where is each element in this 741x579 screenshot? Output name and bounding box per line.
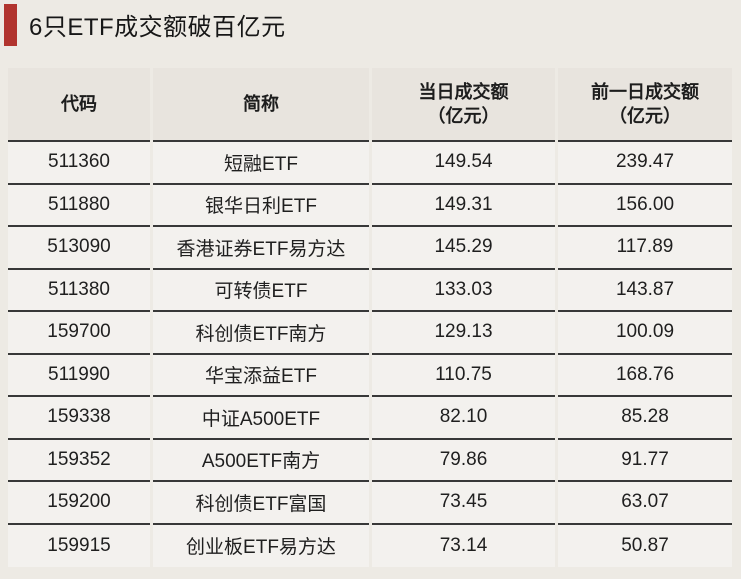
cell-prev: 85.28 <box>558 397 732 440</box>
etf-turnover-table: 代码 简称 当日成交额 （亿元） 前一日成交额 （亿元） 511360 短融ET… <box>8 68 732 567</box>
col-header-today-line2: （亿元） <box>427 106 500 126</box>
page-title: 6只ETF成交额破百亿元 <box>29 14 286 41</box>
cell-code: 159338 <box>8 397 150 440</box>
cell-name: 科创债ETF南方 <box>153 312 369 355</box>
cell-code: 511880 <box>8 184 150 227</box>
cell-name: 香港证券ETF易方达 <box>153 227 369 270</box>
cell-today: 129.13 <box>372 312 555 355</box>
cell-today: 110.75 <box>372 354 555 397</box>
cell-code: 159352 <box>8 439 150 482</box>
cell-name: 短融ETF <box>153 142 369 185</box>
cell-prev: 143.87 <box>558 269 732 312</box>
cell-code: 159915 <box>8 524 150 567</box>
cell-today: 149.31 <box>372 184 555 227</box>
cell-prev: 91.77 <box>558 439 732 482</box>
red-accent-bar <box>4 3 17 46</box>
cell-code: 513090 <box>8 227 150 270</box>
cell-prev: 63.07 <box>558 482 732 525</box>
col-header-today-line1: 当日成交额 <box>418 81 509 102</box>
col-header-name: 简称 <box>153 68 369 142</box>
cell-code: 511360 <box>8 142 150 185</box>
cell-name: 创业板ETF易方达 <box>153 524 369 567</box>
cell-today: 73.45 <box>372 482 555 525</box>
col-header-name-line1: 简称 <box>243 93 279 114</box>
cell-today: 145.29 <box>372 227 555 270</box>
cell-name: 可转债ETF <box>153 269 369 312</box>
cell-name: A500ETF南方 <box>153 439 369 482</box>
col-header-code-line1: 代码 <box>61 93 97 114</box>
cell-name: 银华日利ETF <box>153 184 369 227</box>
cell-code: 159200 <box>8 482 150 525</box>
cell-today: 133.03 <box>372 269 555 312</box>
cell-prev: 50.87 <box>558 524 732 567</box>
cell-today: 149.54 <box>372 142 555 185</box>
cell-code: 511380 <box>8 269 150 312</box>
cell-today: 73.14 <box>372 524 555 567</box>
cell-code: 511990 <box>8 354 150 397</box>
cell-code: 159700 <box>8 312 150 355</box>
cell-today: 79.86 <box>372 439 555 482</box>
col-header-code: 代码 <box>8 68 150 142</box>
cell-prev: 100.09 <box>558 312 732 355</box>
col-header-prev-turnover: 前一日成交额 （亿元） <box>558 68 732 142</box>
cell-name: 科创债ETF富国 <box>153 482 369 525</box>
cell-prev: 156.00 <box>558 184 732 227</box>
cell-prev: 117.89 <box>558 227 732 270</box>
cell-today: 82.10 <box>372 397 555 440</box>
col-header-today-turnover: 当日成交额 （亿元） <box>372 68 555 142</box>
cell-name: 中证A500ETF <box>153 397 369 440</box>
cell-prev: 168.76 <box>558 354 732 397</box>
cell-name: 华宝添益ETF <box>153 354 369 397</box>
col-header-prev-line2: （亿元） <box>609 106 681 126</box>
cell-prev: 239.47 <box>558 142 732 185</box>
col-header-prev-line1: 前一日成交额 <box>591 81 699 102</box>
title-bar: 6只ETF成交额破百亿元 <box>4 3 741 46</box>
